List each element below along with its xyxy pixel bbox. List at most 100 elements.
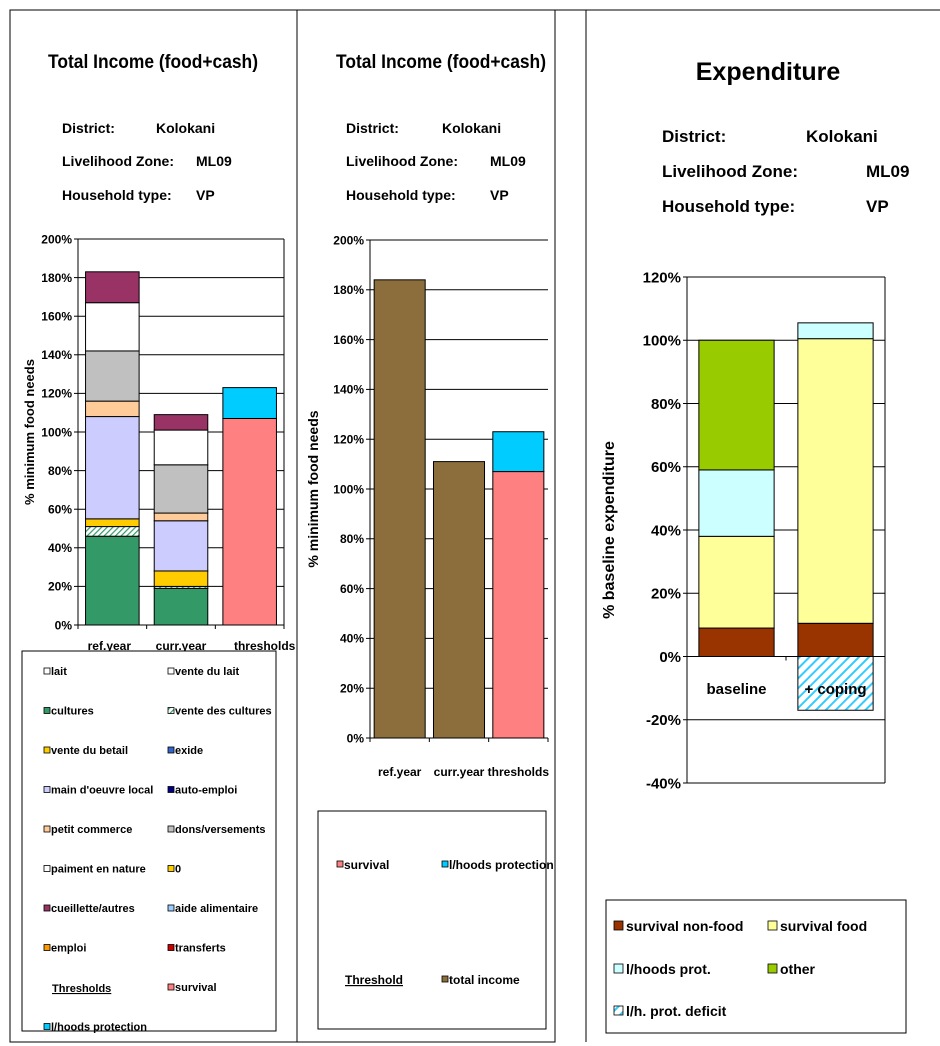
bar-segment-survival-food — [698, 535, 775, 629]
legend-swatch — [43, 746, 51, 754]
y-tick-label: 120% — [333, 433, 364, 447]
panel-2-title: Total Income (food+cash) — [336, 52, 546, 73]
bar-segment-cueillette-autres — [85, 271, 140, 304]
bar-segment-vente-du-betail — [153, 570, 209, 587]
y-tick-label: 0% — [659, 649, 681, 666]
legend-label: l/hoods protection — [449, 858, 554, 872]
y-tick-label: 40% — [48, 541, 72, 555]
y-tick-label: 40% — [651, 522, 681, 539]
legend-swatch — [767, 963, 778, 974]
bar-segment-total-income — [432, 461, 486, 739]
y-tick-label: 120% — [643, 269, 681, 286]
legend-swatch — [167, 786, 175, 793]
y-tick-label: 40% — [340, 632, 364, 646]
y-tick-label: 140% — [333, 383, 364, 397]
panel-2-hh-value: VP — [490, 187, 509, 203]
y-tick-label: 60% — [340, 582, 364, 596]
legend-label: survival — [344, 858, 389, 872]
y-tick-label: -40% — [646, 775, 681, 792]
legend-label: exide — [175, 745, 203, 757]
panel-1-header: Total Income (food+cash) District: Kolok… — [48, 52, 258, 203]
bar-segment-survival — [222, 417, 277, 626]
panel-1-zone-label: Livelihood Zone: — [62, 153, 174, 169]
bar-segment-petit-commerce — [85, 400, 140, 418]
panel-3-header: Expenditure District: Kolokani Livelihoo… — [662, 58, 909, 216]
bar-segment-survival — [492, 471, 545, 739]
bar-segment-l-hoods-protection — [222, 387, 277, 419]
x-category-label: curr.year — [156, 639, 207, 653]
legend-label: l/hoods prot. — [626, 961, 711, 977]
y-tick-label: 160% — [333, 333, 364, 347]
bar-segment-l-hoods-prot- — [698, 469, 775, 537]
bar-segment-cultures — [85, 535, 140, 626]
legend-swatch — [43, 786, 51, 793]
y-tick-label: 100% — [41, 425, 72, 439]
y-tick-label: 60% — [48, 503, 72, 517]
legend-swatch — [767, 920, 778, 931]
legend-label: cueillette/autres — [51, 903, 135, 915]
legend-swatch — [167, 944, 175, 951]
legend-swatch — [167, 746, 175, 754]
bar-segment-survival-non-food — [797, 622, 874, 658]
y-axis-label: % minimum food needs — [22, 359, 37, 505]
y-axis-label: % baseline expenditure — [601, 441, 618, 619]
bar-segment-l-h-prot-deficit — [797, 656, 874, 711]
legend-swatch — [167, 707, 175, 714]
bar-segment-vente-des-cultures — [85, 526, 140, 537]
bar-segment-survival-food — [797, 338, 874, 624]
legend-swatch — [441, 975, 449, 983]
legend-label: survival — [175, 982, 217, 994]
y-tick-label: 140% — [41, 348, 72, 362]
legend-label: main d'oeuvre local — [51, 785, 153, 797]
legend-label: Threshold — [345, 973, 403, 987]
legend-label: lait — [51, 666, 67, 678]
legend-label: l/hoods protection — [51, 1022, 147, 1034]
legend-2-box — [317, 810, 547, 1030]
x-category-label: curr.year — [434, 765, 485, 779]
legend-label: survival non-food — [626, 918, 743, 934]
panel-1-title: Total Income (food+cash) — [48, 52, 258, 73]
legend-swatch — [613, 920, 624, 931]
legend-label: auto-emploi — [175, 785, 237, 797]
bar-segment-main-d-oeuvre-local — [153, 520, 209, 572]
x-category-label: ref.year — [88, 639, 132, 653]
bar-segment-cultures — [153, 587, 209, 626]
legend-swatch — [43, 667, 51, 675]
y-tick-label: 180% — [41, 271, 72, 285]
legend-3: survival non-food survival food l/hoods pr… — [613, 918, 867, 1019]
y-tick-label: 120% — [41, 387, 72, 401]
bar-segment-other — [698, 339, 775, 471]
x-category-label: thresholds — [488, 765, 550, 779]
bar-segment-l-hoods-prot- — [797, 322, 874, 340]
legend-swatch — [43, 707, 51, 714]
legend-label: l/h. prot. deficit — [626, 1003, 727, 1019]
panel-1-district-value: Kolokani — [156, 120, 215, 136]
y-tick-label: 100% — [333, 482, 364, 496]
bar-segment-petit-commerce — [153, 512, 209, 522]
legend-1: lait vente du lait cultures vente des cultu… — [43, 666, 272, 1034]
bar-segment-paiment-en-nature — [85, 302, 140, 352]
bar-segment-dons-versements — [85, 350, 140, 402]
chart-3-expenditure: -40% -20% 0% 20% 40% 60% 80% 100% 120% % baseline… — [601, 269, 886, 792]
x-category-label: baseline — [706, 681, 766, 698]
panel-2-hh-label: Household type: — [346, 187, 456, 203]
legend-swatch — [43, 865, 51, 872]
legend-swatch — [167, 865, 175, 872]
legend-label: dons/versements — [175, 824, 265, 836]
legend-label: paiment en nature — [51, 864, 146, 876]
legend-label: 0 — [175, 864, 181, 876]
panel-3-zone-label: Livelihood Zone: — [662, 162, 798, 181]
x-category-label: + coping — [804, 681, 866, 698]
legend-swatch — [167, 904, 175, 912]
legend-swatch — [43, 825, 51, 833]
bar-segment-main-d-oeuvre-local — [85, 416, 140, 520]
panel-3-zone-value: ML09 — [866, 162, 909, 181]
legend-swatch — [43, 904, 51, 912]
y-tick-label: 200% — [333, 233, 364, 247]
x-category-label: ref.year — [378, 765, 422, 779]
y-tick-label: 180% — [333, 283, 364, 297]
y-tick-label: 80% — [340, 532, 364, 546]
panel-2-district-value: Kolokani — [442, 120, 501, 136]
legend-label: other — [780, 961, 816, 977]
